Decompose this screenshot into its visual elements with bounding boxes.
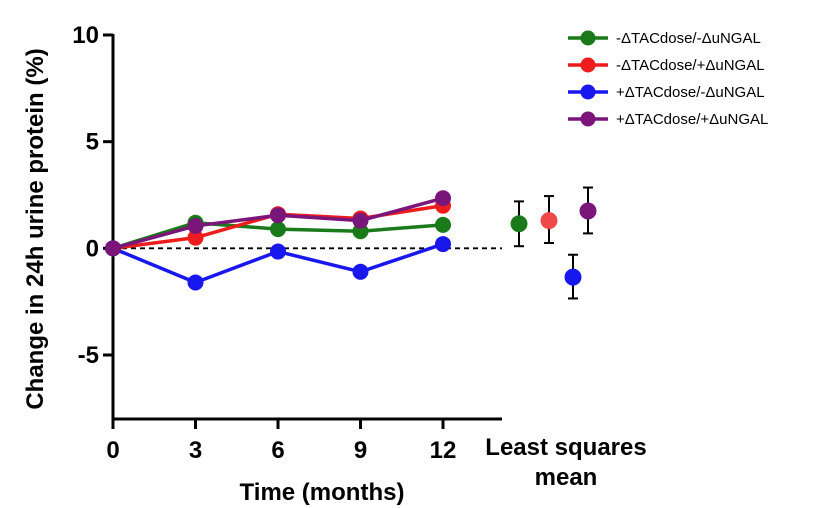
- lsm-point: [540, 212, 558, 230]
- legend-label: -ΔTACdose/+ΔuNGAL: [616, 57, 765, 74]
- legend-label: -ΔTACdose/-ΔuNGAL: [616, 30, 761, 47]
- legend-label: +ΔTACdose/+ΔuNGAL: [616, 111, 768, 128]
- data-point: [435, 236, 451, 253]
- y-tick-label: 0: [86, 235, 99, 262]
- data-point: [435, 190, 451, 207]
- lsm-label: mean: [535, 464, 598, 491]
- x-tick-label: 6: [271, 437, 284, 464]
- y-tick-label: 5: [86, 129, 99, 156]
- legend: -ΔTACdose/-ΔuNGAL -ΔTACdose/+ΔuNGAL +ΔTACd…: [568, 30, 768, 128]
- lsm-point: [510, 215, 528, 233]
- x-tick-label: 3: [189, 437, 202, 464]
- lsm-point: [579, 202, 597, 220]
- data-point: [270, 221, 286, 238]
- lsm-label: Least squares: [485, 434, 646, 461]
- legend-marker: [580, 57, 596, 73]
- plot-area: [105, 190, 502, 291]
- y-tick-label: -5: [78, 342, 99, 369]
- data-point: [270, 207, 286, 224]
- legend-marker: [580, 111, 596, 127]
- legend-marker: [580, 30, 596, 46]
- legend-label: +ΔTACdose/-ΔuNGAL: [616, 84, 765, 101]
- data-point: [270, 243, 286, 260]
- x-tick-label: 12: [430, 437, 457, 464]
- axes: 10 5 0 -5 0 3 6 9 12 Time (months) Change in 24h u…: [22, 22, 647, 506]
- x-tick-label: 0: [106, 437, 119, 464]
- y-axis-title: Change in 24h urine protein (%): [22, 48, 49, 409]
- data-point: [187, 229, 204, 246]
- data-point: [187, 274, 204, 291]
- legend-marker: [580, 84, 596, 100]
- x-tick-label: 9: [354, 437, 367, 464]
- least-squares-mean-panel: [510, 186, 597, 300]
- x-axis-title: Time (months): [240, 479, 405, 506]
- data-point: [105, 240, 121, 257]
- data-point: [435, 216, 451, 233]
- data-point: [352, 212, 369, 229]
- data-point: [187, 217, 204, 234]
- y-tick-label: 10: [72, 22, 99, 49]
- lsm-point: [564, 268, 582, 286]
- data-point: [352, 263, 369, 280]
